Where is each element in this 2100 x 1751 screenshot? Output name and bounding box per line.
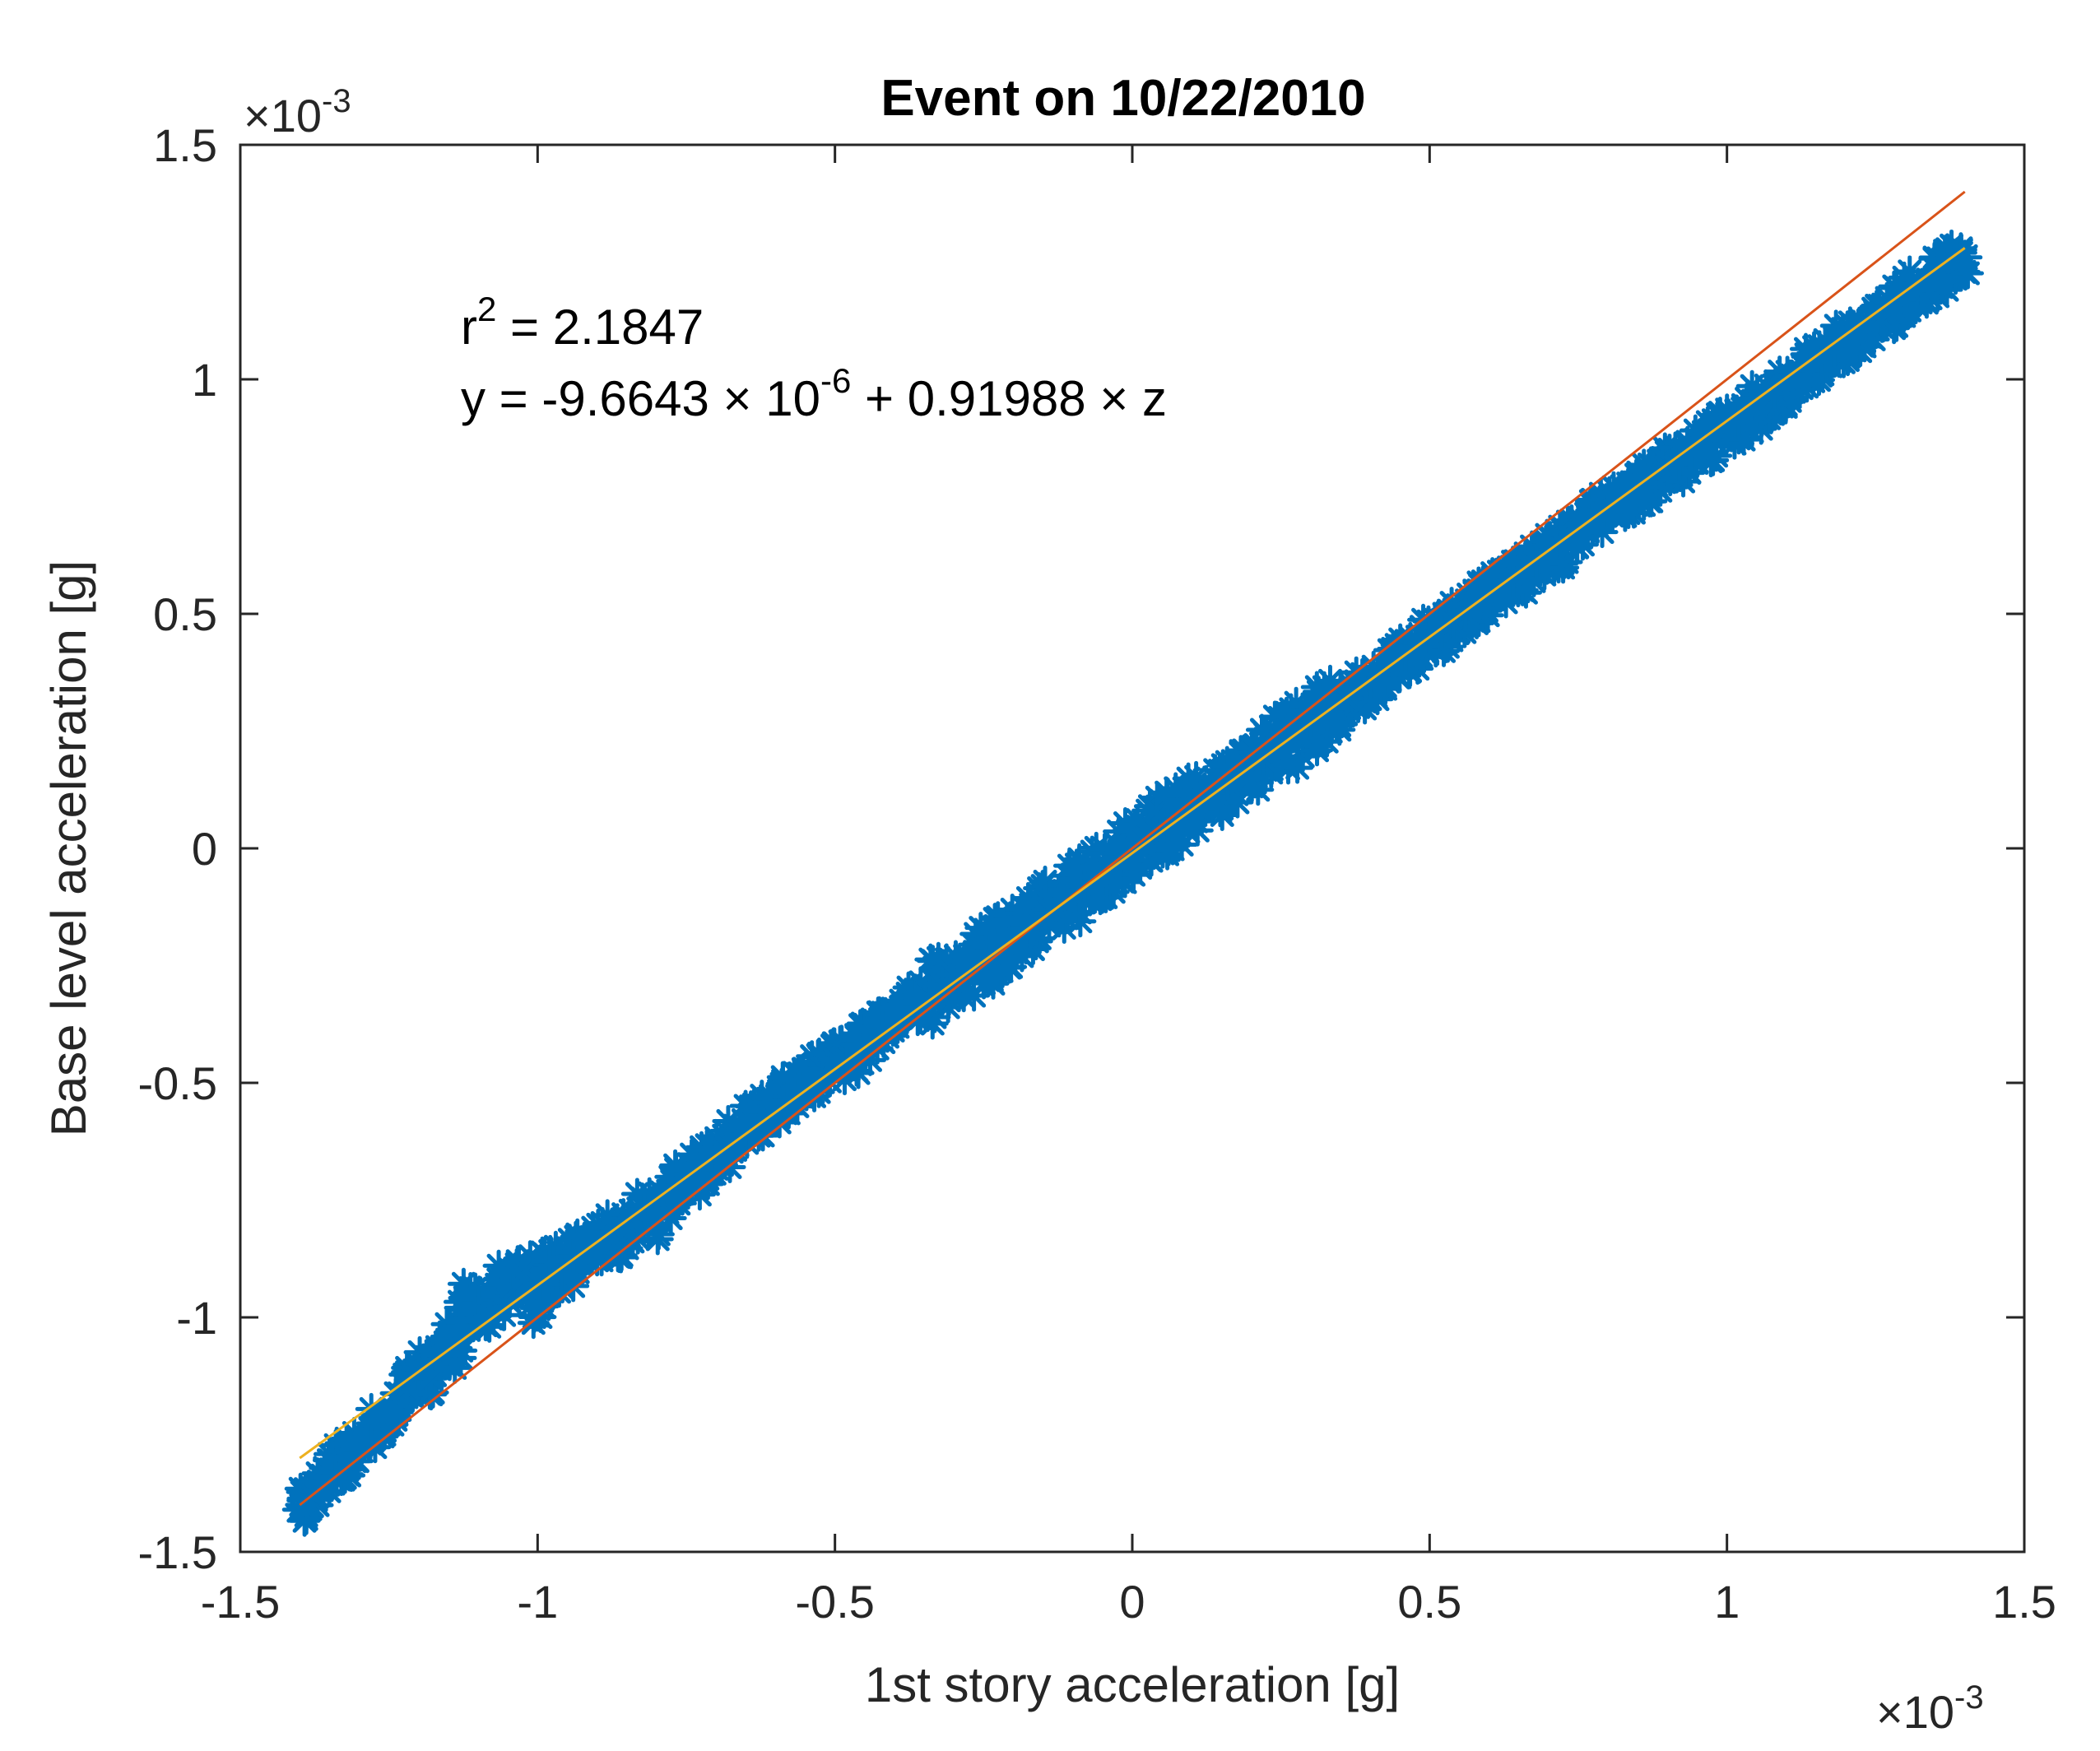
- line-series: [299, 190, 1966, 1507]
- x-tick-label: -1.5: [201, 1576, 281, 1628]
- x-tick-label: 1.5: [1992, 1576, 2056, 1628]
- x-axis-label: 1st story acceleration [g]: [865, 1657, 1400, 1712]
- y-tick-label: 0.5: [153, 588, 217, 640]
- y-scale-multiplier: ×10-3: [244, 83, 351, 142]
- chart-title: Event on 10/22/2010: [880, 70, 1365, 127]
- x-tick-label: 0: [1119, 1576, 1145, 1628]
- axes: -1.5 -1 -0.5 0 0.5 1 1.5 -1.5 -1 -0.5 0 0.5 1 1.5: [138, 119, 2056, 1628]
- x-tick-label: -1: [517, 1576, 558, 1628]
- scatter-point: [377, 1393, 413, 1429]
- y-tick-label: -1.5: [138, 1526, 218, 1578]
- equation-annotation: y = -9.6643 × 10-6 + 0.91988 × z: [461, 361, 1167, 426]
- identity-line: [299, 190, 1966, 1507]
- x-tick-label: 1: [1714, 1576, 1740, 1628]
- scatter-point: [508, 1252, 544, 1289]
- scatter-point: [412, 1360, 448, 1396]
- scatter-point: [495, 1271, 532, 1307]
- y-axis-label: Base level acceleration [g]: [41, 560, 96, 1136]
- r2-annotation: r2 = 2.1847: [461, 290, 704, 355]
- scatter-point: [442, 1308, 478, 1345]
- x-scale-multiplier: ×10-3: [1876, 1679, 1984, 1738]
- y-tick-label: -0.5: [138, 1057, 218, 1109]
- annotation: r2 = 2.1847 y = -9.6643 × 10-6 + 0.91988…: [461, 290, 1167, 426]
- scatter-point: [1947, 239, 1983, 276]
- x-tick-label: -0.5: [795, 1576, 875, 1628]
- y-tick-label: -1: [176, 1292, 217, 1344]
- fit-line: [299, 247, 1966, 1460]
- scatter-point: [639, 1201, 675, 1237]
- y-tick-label: 0: [192, 823, 217, 875]
- y-tick-label: 1.5: [153, 119, 217, 171]
- y-tick-label: 1: [192, 354, 217, 406]
- x-tick-label: 0.5: [1397, 1576, 1461, 1628]
